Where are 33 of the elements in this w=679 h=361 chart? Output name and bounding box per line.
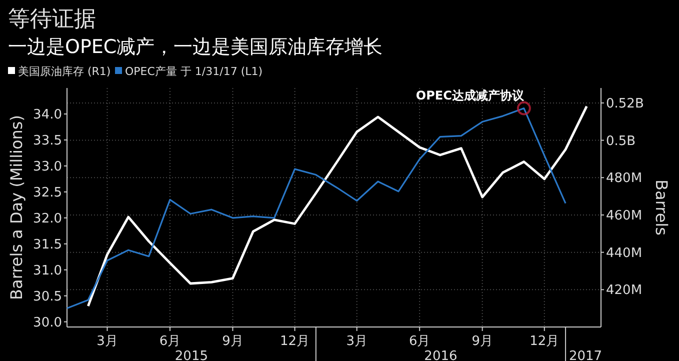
y-tick-label: 34.0 — [33, 108, 62, 123]
x-tick-label: 9月 — [472, 334, 493, 349]
chart-title: 等待证据 — [8, 7, 96, 32]
y-tick-label: 31.5 — [33, 237, 62, 252]
y-tick-label: 32.5 — [33, 185, 62, 200]
y2-tick-label: 0.5B — [606, 134, 636, 149]
x-tick-label: 3月 — [96, 334, 118, 349]
x-tick-label: 12月 — [280, 334, 310, 349]
y-tick-label: 33.0 — [33, 159, 62, 174]
text: 2016 — [424, 349, 458, 361]
text: 2015 — [174, 349, 208, 361]
y2-tick-label: 440M — [606, 246, 642, 261]
x-tick-label: 6月 — [159, 334, 181, 349]
legend-label: 美国原油库存 (R1) — [18, 65, 111, 78]
text: 2017 — [568, 349, 602, 361]
x-tick-label: 12月 — [530, 334, 560, 349]
x-tick-label: 3月 — [346, 334, 368, 349]
chart-subtitle: 一边是OPEC减产，一边是美国原油库存增长 — [8, 36, 383, 58]
y-tick-label: 32.0 — [33, 211, 62, 226]
y-tick-label: 31.0 — [33, 263, 62, 278]
legend-label: OPEC产量 于 1/31/17 (L1) — [125, 65, 263, 78]
y2-tick-label: 0.52B — [606, 96, 644, 112]
x-tick-label: 6月 — [408, 334, 430, 349]
y-axis-title: Barrels a Day (Millions) — [7, 115, 26, 300]
y2-tick-label: 420M — [606, 283, 642, 298]
y2-tick-label: 480M — [606, 171, 642, 186]
annotation: OPEC达成减产协议 — [416, 88, 525, 102]
y2-axis-title: Barrels — [652, 180, 671, 236]
x-tick-label: 9月 — [222, 334, 244, 349]
y-tick-label: 30.0 — [33, 315, 62, 330]
y-tick-label: 30.5 — [33, 289, 62, 304]
y-tick-label: 33.5 — [33, 134, 62, 149]
y2-tick-label: 460M — [606, 208, 642, 224]
